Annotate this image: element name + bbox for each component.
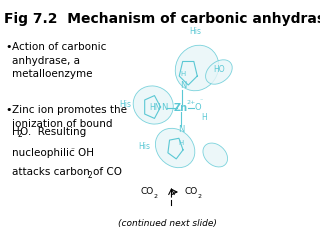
Text: •: • [5, 42, 12, 52]
Text: H: H [201, 114, 207, 122]
Text: CO: CO [141, 187, 154, 197]
Text: His: His [119, 100, 132, 109]
Text: 2+: 2+ [187, 101, 196, 106]
Text: His: His [189, 27, 202, 36]
Text: (continued next slide): (continued next slide) [118, 219, 217, 228]
Text: N: N [180, 82, 186, 90]
Text: attacks carbon of CO: attacks carbon of CO [12, 167, 122, 177]
Text: H: H [12, 127, 20, 137]
Text: H: H [180, 71, 186, 77]
Text: O: O [195, 103, 201, 113]
Text: Fig 7.2  Mechanism of carbonic anhydrase: Fig 7.2 Mechanism of carbonic anhydrase [4, 12, 320, 26]
Text: H: H [178, 140, 184, 146]
Ellipse shape [175, 45, 219, 91]
Text: •: • [5, 105, 12, 115]
Text: His: His [139, 142, 150, 151]
Ellipse shape [205, 60, 232, 84]
Text: O.  Resulting: O. Resulting [20, 127, 87, 137]
Text: CO: CO [185, 187, 198, 197]
Text: ⁻: ⁻ [71, 145, 75, 154]
Text: N: N [161, 103, 167, 113]
Text: nucleophilic OH: nucleophilic OH [12, 148, 94, 158]
Text: HO: HO [213, 65, 225, 74]
Text: 2: 2 [17, 130, 22, 139]
Text: Zn: Zn [174, 103, 188, 113]
Text: 2: 2 [153, 193, 157, 198]
Text: N: N [178, 126, 184, 134]
Ellipse shape [133, 86, 173, 124]
Ellipse shape [203, 143, 228, 167]
Text: 2: 2 [197, 193, 201, 198]
Ellipse shape [156, 128, 195, 168]
Text: Zinc ion promotes the
ionization of bound: Zinc ion promotes the ionization of boun… [12, 105, 127, 129]
Text: ⁻: ⁻ [200, 100, 203, 104]
Text: HN: HN [149, 103, 160, 113]
Text: 2: 2 [88, 170, 92, 180]
Text: Action of carbonic
anhydrase, a
metalloenzyme: Action of carbonic anhydrase, a metalloe… [12, 42, 106, 79]
